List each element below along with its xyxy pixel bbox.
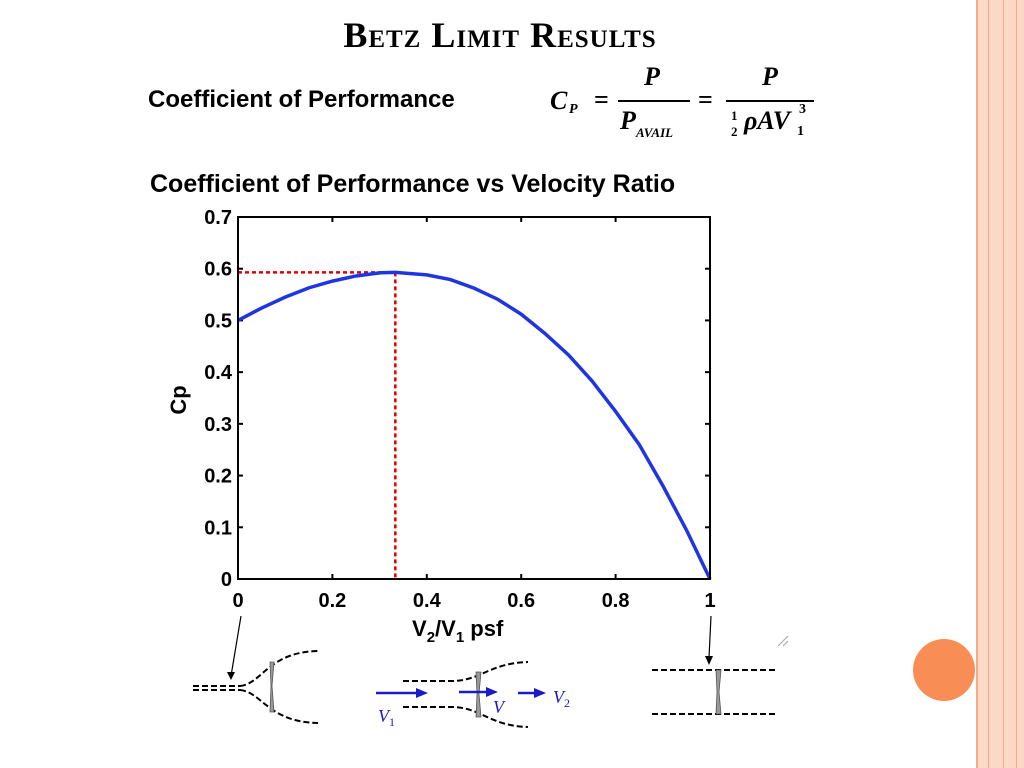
pointer-arrow-line [230, 615, 242, 677]
eq-den1-sub: AVAIL [636, 125, 674, 140]
slide-title: Betz Limit Results [343, 15, 657, 55]
streamline [239, 689, 319, 724]
chart-title: Coefficient of Performance vs Velocity R… [150, 170, 676, 198]
eq-lhs: C [550, 86, 568, 115]
flow-diagram-optimum: V1 V V2 [376, 661, 570, 729]
y-axis-ticks: 0 0.1 0.2 0.3 0.4 0.5 0.6 0.7 [204, 207, 710, 591]
y-tick-label: 0.1 [204, 517, 232, 539]
y-tick-label: 0.7 [204, 207, 232, 229]
x-axis-label: V2/V1 psf [412, 616, 504, 646]
orange-circle-decoration [913, 639, 975, 701]
eq-equals: = [594, 85, 609, 114]
pointer-arrow-head [705, 656, 713, 665]
y-tick-label: 0.2 [204, 466, 232, 488]
eq-den2-sup: 3 [799, 102, 806, 117]
eq-den2-sub: 1 [797, 124, 804, 139]
pointer-arrow-head [227, 672, 235, 680]
y-axis-label-group: Cp [166, 385, 191, 414]
eq-den1: P [620, 106, 636, 135]
y-tick-label: 0 [221, 569, 232, 591]
y-tick-label: 0.4 [204, 362, 233, 384]
y-tick-label: 0.3 [204, 414, 232, 436]
turbine-blade [475, 671, 482, 718]
eq-num1: P [644, 62, 660, 91]
eq-equals: = [698, 85, 713, 114]
x-tick-label: 0.6 [507, 590, 535, 612]
x-tick-label: 0.2 [318, 590, 346, 612]
v1-arrow-head [416, 688, 428, 698]
streamline [403, 661, 529, 682]
plot-frame [237, 216, 711, 580]
eq-den2: ρAV [744, 106, 791, 135]
streamline [239, 650, 319, 687]
resize-grip-icon [777, 635, 789, 647]
x-tick-label: 0 [232, 590, 243, 612]
cop-equation: C P = P P AVAIL = P 1 2 ρAV 1 3 [538, 62, 828, 152]
x-axis-ticks: 0 0.2 0.4 0.6 0.8 1 [232, 217, 716, 612]
pointer-arrow-line [708, 615, 712, 659]
v1-label: V1 [378, 706, 395, 729]
y-axis-label: Cp [166, 385, 191, 414]
eq-half-num: 1 [731, 108, 738, 123]
flow-diagram-unimpeded [652, 615, 789, 715]
v2-arrow-head [534, 688, 546, 698]
v-label: V [493, 697, 506, 717]
x-tick-label: 0.4 [413, 590, 442, 612]
eq-half-den: 2 [731, 124, 738, 139]
streamline [403, 706, 529, 728]
x-tick-label: 0.8 [602, 590, 630, 612]
eq-fraction-bar [726, 100, 814, 102]
cp-curve [237, 270, 712, 580]
x-tick-label: 1 [704, 590, 715, 612]
turbine-blade [715, 669, 722, 715]
eq-num2: P [762, 62, 778, 91]
eq-fraction-bar [618, 100, 690, 102]
cop-label: Coefficient of Performance [148, 86, 455, 113]
right-border-line [1016, 0, 1017, 768]
y-tick-label: 0.5 [204, 310, 232, 332]
right-border-line [1003, 0, 1004, 768]
y-tick-label: 0.6 [204, 259, 232, 281]
v-arrow-head [486, 687, 498, 697]
eq-lhs-sub: P [569, 102, 578, 117]
turbine-blade [269, 661, 275, 713]
right-border-line [976, 0, 978, 768]
flow-diagram-stopped [193, 615, 319, 724]
v2-label: V2 [553, 687, 570, 710]
right-border-line [988, 0, 989, 768]
